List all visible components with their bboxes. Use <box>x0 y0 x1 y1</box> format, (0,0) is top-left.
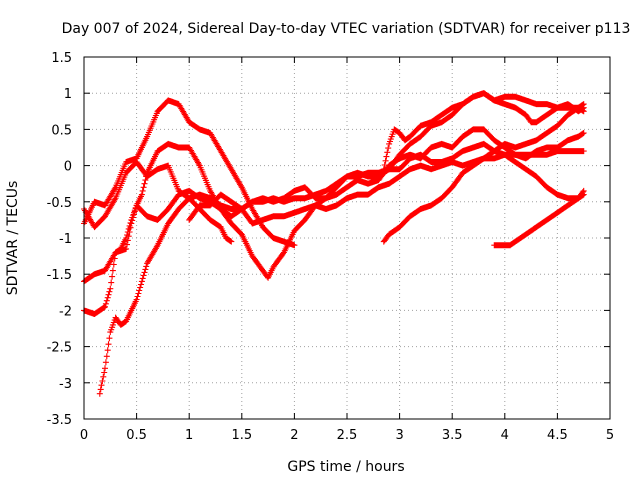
x-tick-label: 2 <box>290 428 298 443</box>
series-track-9 <box>491 187 587 249</box>
y-tick-label: -2.5 <box>47 341 72 356</box>
chart-title: Day 007 of 2024, Sidereal Day-to-day VTE… <box>62 21 631 37</box>
y-tick-label: -0.5 <box>47 196 72 211</box>
y-tick-label: 0 <box>64 160 72 175</box>
x-tick-label: 1 <box>185 428 193 443</box>
x-tick-label: 4 <box>501 428 509 443</box>
y-tick-label: 0.5 <box>51 123 72 138</box>
x-tick-label: 0 <box>80 428 88 443</box>
series-markers-track-6 <box>186 148 587 227</box>
y-tick-label: -2 <box>59 304 72 319</box>
y-tick-label: 1 <box>64 87 72 102</box>
x-tick-label: 3.5 <box>442 428 463 443</box>
y-tick-label: -3.5 <box>47 413 72 428</box>
x-tick-label: 4.5 <box>547 428 568 443</box>
y-axis-label: SDTVAR / TECUs <box>5 181 21 296</box>
y-tick-label: -1.5 <box>47 268 72 283</box>
x-tick-label: 1.5 <box>231 428 252 443</box>
x-tick-label: 3 <box>395 428 403 443</box>
series-track-6 <box>186 148 587 227</box>
series-track-8 <box>380 90 587 173</box>
series-markers-track-4 <box>81 140 587 285</box>
series-markers-track-8 <box>380 90 587 173</box>
y-tick-label: -1 <box>59 232 72 247</box>
ticks-layer: 0 0.5 1 1.5 2 2.5 3 3.5 4 4.5 5 1.5 1 0.5 0 -0.5 -1 -1.5 -… <box>47 51 615 443</box>
plot-frame <box>83 56 611 420</box>
series-track-7 <box>380 101 587 245</box>
series-markers-track-7 <box>380 101 587 245</box>
x-tick-label: 0.5 <box>126 428 147 443</box>
series-markers-track-9 <box>491 187 587 249</box>
x-axis-label: GPS time / hours <box>287 459 404 475</box>
x-tick-label: 2.5 <box>337 428 358 443</box>
series-layer <box>81 90 587 397</box>
y-tick-label: -3 <box>59 377 72 392</box>
series-track-4 <box>81 140 587 285</box>
y-tick-label: 1.5 <box>51 51 72 66</box>
x-tick-label: 5 <box>606 428 614 443</box>
